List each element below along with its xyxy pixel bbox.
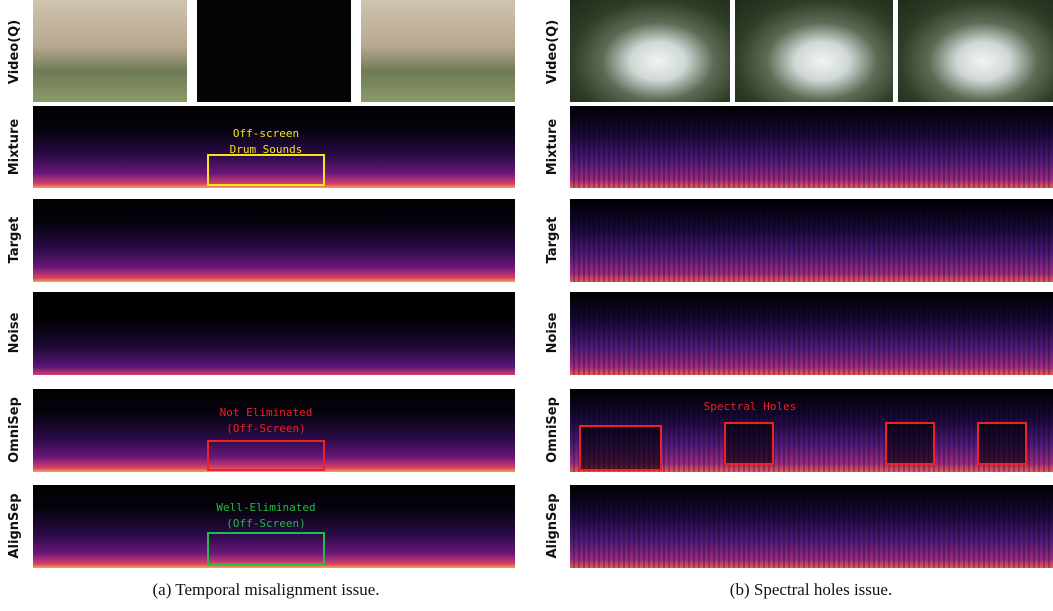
row-label: Noise [5, 291, 25, 375]
highlight-box [207, 532, 325, 565]
row-label: Noise [543, 291, 563, 375]
video-frame [735, 0, 893, 102]
row-label: Target [543, 198, 563, 282]
row-label: AlignSep [543, 484, 563, 568]
highlight-box [724, 422, 774, 465]
spectrogram [570, 106, 1053, 188]
annotation-line: (Off-Screen) [216, 516, 315, 532]
annotation-line: Well-Eliminated [216, 500, 315, 516]
spectrogram [33, 292, 515, 375]
row-label: Video(Q) [543, 10, 563, 94]
annotation: Not Eliminated(Off-Screen) [220, 405, 313, 437]
caption: (b) Spectral holes issue. [730, 580, 892, 600]
annotation-line: Not Eliminated [220, 405, 313, 421]
row-label: Target [5, 198, 25, 282]
highlight-box [977, 422, 1027, 465]
video-frame [197, 0, 351, 102]
video-frame [33, 0, 187, 102]
row-label: Video(Q) [5, 10, 25, 94]
row-label: AlignSep [5, 484, 25, 568]
highlight-box [207, 440, 325, 471]
caption: (a) Temporal misalignment issue. [152, 580, 379, 600]
row-label: OmniSep [5, 388, 25, 472]
spectrogram [570, 292, 1053, 375]
annotation-line: Off-screen [230, 126, 303, 142]
video-frame [361, 0, 515, 102]
annotation-line: (Off-Screen) [220, 421, 313, 437]
annotation: Spectral Holes [704, 399, 797, 415]
highlight-box [579, 425, 662, 471]
video-frame [570, 0, 730, 102]
figure: Video(Q) Mixture Off-screenDrum Sounds T… [0, 0, 1053, 611]
video-frame [898, 0, 1053, 102]
spectrogram [570, 199, 1053, 282]
spectrogram [33, 199, 515, 282]
highlight-box [885, 422, 935, 465]
row-label: OmniSep [543, 388, 563, 472]
row-label: Mixture [543, 105, 563, 189]
row-label: Mixture [5, 105, 25, 189]
annotation: Well-Eliminated(Off-Screen) [216, 500, 315, 532]
highlight-box [207, 154, 325, 186]
annotation-line: Spectral Holes [704, 399, 797, 415]
spectrogram [570, 485, 1053, 568]
